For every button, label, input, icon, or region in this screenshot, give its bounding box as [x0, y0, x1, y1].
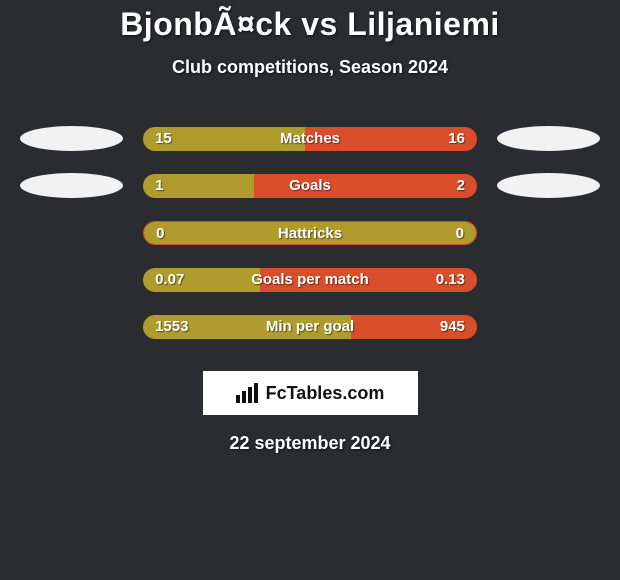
- brand-text: FcTables.com: [266, 383, 385, 404]
- page-title: BjonbÃ¤ck vs Liljaniemi: [120, 6, 500, 43]
- brand-badge: FcTables.com: [203, 371, 418, 415]
- stat-row: 00Hattricks: [0, 220, 620, 245]
- left-marker-oval: [20, 126, 123, 151]
- stat-label: Hattricks: [144, 222, 476, 245]
- stat-row: 1516Matches: [0, 126, 620, 151]
- right-spacer: [497, 314, 600, 339]
- right-marker-oval: [497, 126, 600, 151]
- footer-date: 22 september 2024: [229, 433, 390, 454]
- bar-chart-icon: [236, 383, 260, 403]
- stat-bar: 1516Matches: [143, 127, 477, 151]
- stat-label: Goals per match: [143, 268, 477, 292]
- stat-label: Min per goal: [143, 315, 477, 339]
- left-marker-oval: [20, 173, 123, 198]
- stat-row: 12Goals: [0, 173, 620, 198]
- right-spacer: [497, 220, 600, 245]
- stat-bar: 12Goals: [143, 174, 477, 198]
- right-spacer: [497, 267, 600, 292]
- stat-rows: 1516Matches 12Goals 00Hattricks 0.070.13Goa…: [0, 126, 620, 361]
- stat-bar: 0.070.13Goals per match: [143, 268, 477, 292]
- stat-bar: 1553945Min per goal: [143, 315, 477, 339]
- left-spacer: [20, 314, 123, 339]
- stat-row: 0.070.13Goals per match: [0, 267, 620, 292]
- left-spacer: [20, 220, 123, 245]
- left-spacer: [20, 267, 123, 292]
- page-subtitle: Club competitions, Season 2024: [172, 57, 448, 78]
- stat-label: Goals: [143, 174, 477, 198]
- stat-row: 1553945Min per goal: [0, 314, 620, 339]
- comparison-infographic: BjonbÃ¤ck vs Liljaniemi Club competition…: [0, 0, 620, 580]
- right-marker-oval: [497, 173, 600, 198]
- stat-label: Matches: [143, 127, 477, 151]
- stat-bar: 00Hattricks: [143, 221, 477, 245]
